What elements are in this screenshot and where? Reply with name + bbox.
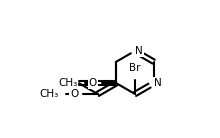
Text: CH₃: CH₃ xyxy=(58,78,77,88)
Text: Br: Br xyxy=(129,63,141,73)
Text: O: O xyxy=(70,89,78,99)
Text: N: N xyxy=(135,46,143,56)
Text: O: O xyxy=(89,78,97,88)
Text: CH₃: CH₃ xyxy=(40,89,59,99)
Text: N: N xyxy=(154,78,161,88)
